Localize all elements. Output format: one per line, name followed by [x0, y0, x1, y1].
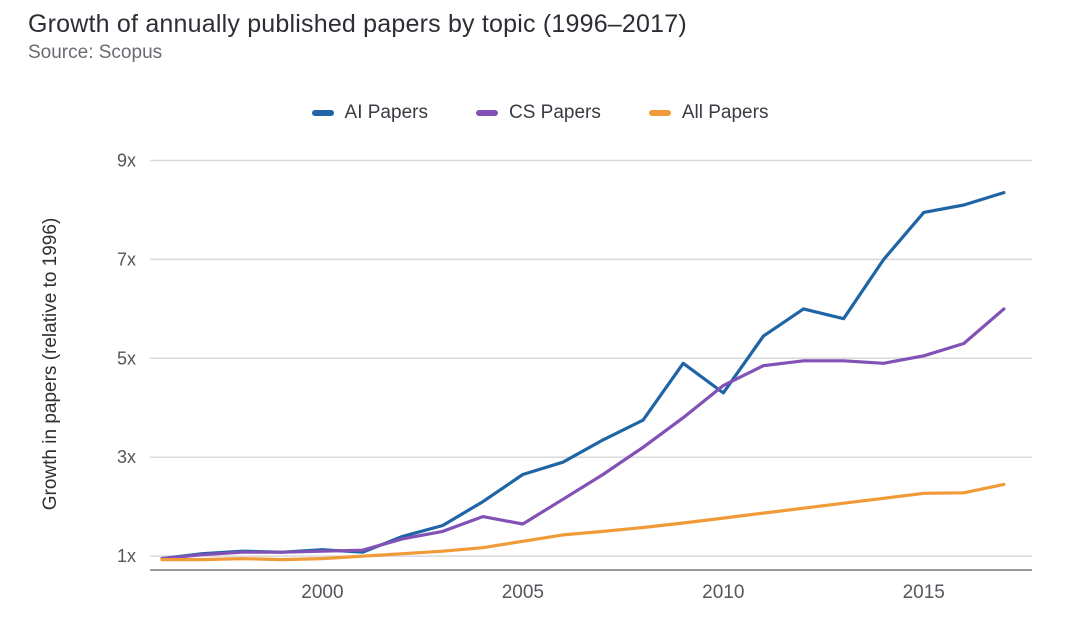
x-tick-label: 2005 — [502, 582, 544, 603]
y-tick-label: 9x — [117, 150, 136, 170]
chart-svg: 1x 3x 5x 7x 9x 2000 2005 2010 2015 Growth in pape… — [40, 150, 1032, 603]
legend-label-cs-papers: CS Papers — [508, 102, 601, 123]
x-tick-label: 2015 — [903, 582, 945, 603]
legend-swatch-all-papers — [648, 110, 671, 116]
legend-item-all-papers: All Papers — [648, 102, 769, 124]
legend-swatch-ai-papers — [311, 110, 334, 116]
series-line-all-papers — [160, 482, 1006, 562]
series-line-cs-papers — [160, 307, 1006, 561]
legend-swatch-cs-papers — [475, 110, 498, 116]
series-line-ai-papers — [160, 190, 1006, 561]
y-tick-label: 5x — [117, 348, 136, 368]
legend-label-all-papers: All Papers — [681, 102, 769, 123]
y-axis-title: Growth in papers (relative to 1996) — [40, 218, 61, 511]
legend-item-ai-papers: AI Papers — [311, 102, 428, 124]
legend-item-cs-papers: CS Papers — [475, 102, 601, 124]
legend: AI Papers CS Papers All Papers — [0, 102, 1080, 124]
y-tick-label: 3x — [117, 447, 136, 467]
x-tick-label: 2000 — [301, 582, 343, 603]
chart-header: Growth of annually published papers by t… — [28, 10, 687, 64]
y-tick-label: 7x — [117, 249, 136, 269]
y-tick-label: 1x — [117, 546, 136, 566]
legend-label-ai-papers: AI Papers — [344, 102, 428, 123]
chart-source: Source: Scopus — [28, 42, 163, 63]
chart-title: Growth of annually published papers by t… — [28, 10, 687, 38]
x-tick-label: 2010 — [702, 582, 744, 603]
